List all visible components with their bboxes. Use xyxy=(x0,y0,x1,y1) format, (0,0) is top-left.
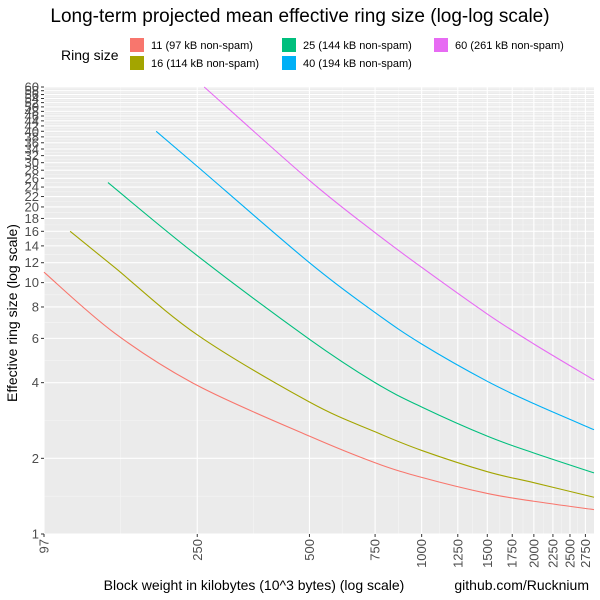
legend-swatch-2 xyxy=(282,38,296,52)
series-line-4 xyxy=(203,86,595,381)
legend-title: Ring size xyxy=(61,47,119,63)
y-tick-label: 10 xyxy=(25,275,39,290)
y-tick-label: 58 xyxy=(25,83,39,98)
series-line-1 xyxy=(69,230,595,498)
y-tick-label: 48 xyxy=(25,104,39,119)
y-tick-label: 14 xyxy=(25,238,39,253)
x-tick-label: 1000 xyxy=(414,539,429,568)
y-axis-title: Effective ring size (log scale) xyxy=(4,224,20,402)
y-tick-label: 56 xyxy=(25,87,39,102)
y-tick-label: 40 xyxy=(25,124,39,139)
y-tick-label: 22 xyxy=(25,189,39,204)
y-tick-label: 34 xyxy=(25,142,39,157)
y-tick-label: 50 xyxy=(25,99,39,114)
x-tick-label: 1500 xyxy=(480,539,495,568)
legend-label-3: 40 (194 kB non-spam) xyxy=(303,58,412,70)
legend-items: 11 (97 kB non-spam) 16 (114 kB non-spam) 2… xyxy=(130,38,564,70)
y-tick-label: 24 xyxy=(25,180,39,195)
y-tick-label: 30 xyxy=(25,155,39,170)
y-tick-label: 26 xyxy=(25,171,39,186)
series-line-0 xyxy=(43,271,595,511)
y-tick-label: 42 xyxy=(25,118,39,133)
legend-swatch-1 xyxy=(130,56,144,70)
x-tick-label: 2750 xyxy=(578,539,593,568)
legend-swatch-0 xyxy=(130,38,144,52)
y-tick-label: 4 xyxy=(32,375,39,390)
y-axis-ticks: 1246810121416182022242628303234363840424… xyxy=(25,80,44,542)
x-tick-label: 97 xyxy=(37,539,52,553)
legend-swatch-3 xyxy=(282,56,296,70)
y-tick-label: 46 xyxy=(25,109,39,124)
series-line-2 xyxy=(107,182,595,474)
y-tick-label: 60 xyxy=(25,80,39,95)
plot-panel xyxy=(44,87,594,534)
x-tick-label: 2500 xyxy=(562,539,577,568)
x-tick-label: 500 xyxy=(302,539,317,561)
series-lines xyxy=(43,86,595,511)
x-axis-title: Block weight in kilobytes (10^3 bytes) (… xyxy=(104,577,405,593)
y-tick-label: 44 xyxy=(25,113,39,128)
y-tick-label: 32 xyxy=(25,148,39,163)
y-tick-label: 16 xyxy=(25,224,39,239)
y-tick-label: 54 xyxy=(25,91,39,106)
legend-label-2: 25 (144 kB non-spam) xyxy=(303,40,412,52)
chart-caption: github.com/Rucknium xyxy=(454,577,589,593)
legend-label-4: 60 (261 kB non-spam) xyxy=(455,40,564,52)
legend: Ring size 11 (97 kB non-spam) 16 (114 kB … xyxy=(61,38,564,70)
x-tick-label: 1250 xyxy=(450,539,465,568)
series-line-3 xyxy=(155,130,595,431)
y-tick-label: 6 xyxy=(32,331,39,346)
legend-label-0: 11 (97 kB non-spam) xyxy=(151,40,253,52)
y-tick-label: 12 xyxy=(25,255,39,270)
y-tick-label: 38 xyxy=(25,129,39,144)
y-tick-label: 28 xyxy=(25,163,39,178)
legend-label-1: 16 (114 kB non-spam) xyxy=(151,58,259,70)
y-tick-label: 1 xyxy=(32,527,39,542)
chart-title: Long-term projected mean effective ring … xyxy=(50,6,549,27)
grid-minor xyxy=(44,87,594,534)
y-tick-label: 20 xyxy=(25,199,39,214)
y-tick-label: 52 xyxy=(25,95,39,110)
y-tick-label: 2 xyxy=(32,451,39,466)
x-tick-label: 2000 xyxy=(526,539,541,568)
x-tick-label: 750 xyxy=(368,539,383,561)
y-tick-label: 36 xyxy=(25,135,39,150)
x-tick-label: 1750 xyxy=(505,539,520,568)
x-tick-label: 250 xyxy=(190,539,205,561)
grid-major xyxy=(43,86,594,535)
legend-swatch-4 xyxy=(434,38,448,52)
x-axis-ticks: 97 250 500 750 1000 1250 1500 1750 2000 2250 2500 2… xyxy=(37,534,593,568)
y-tick-label: 18 xyxy=(25,211,39,226)
x-tick-label: 2250 xyxy=(545,539,560,568)
y-tick-label: 8 xyxy=(32,299,39,314)
